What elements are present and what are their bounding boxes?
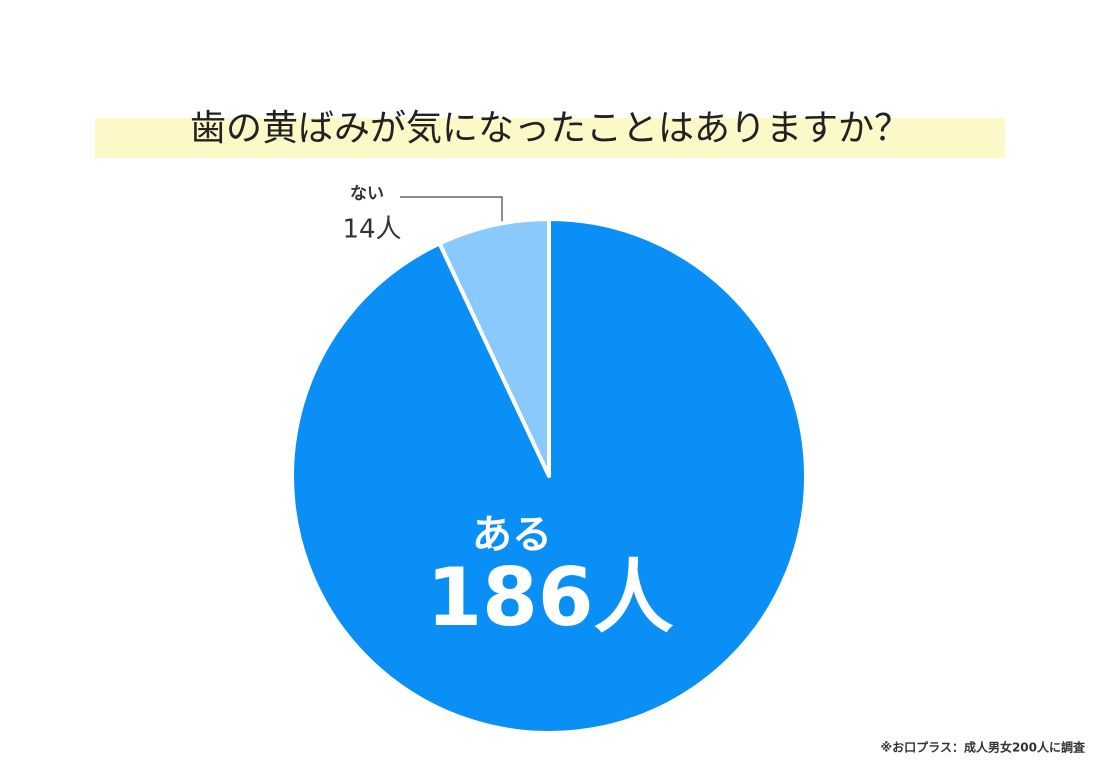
- slice-category: ある: [472, 512, 552, 558]
- slice-category: ない: [350, 184, 384, 204]
- title-highlight: [95, 118, 1005, 158]
- pie-slice: [437, 217, 551, 478]
- slice-value-label: 14人: [342, 215, 401, 245]
- slice-value-label: 186人: [427, 551, 674, 644]
- chart-title: 歯の黄ばみが気になったことはありますか？: [190, 108, 910, 149]
- footnote: ※お口プラス：成人男女200人に調査: [881, 740, 1086, 755]
